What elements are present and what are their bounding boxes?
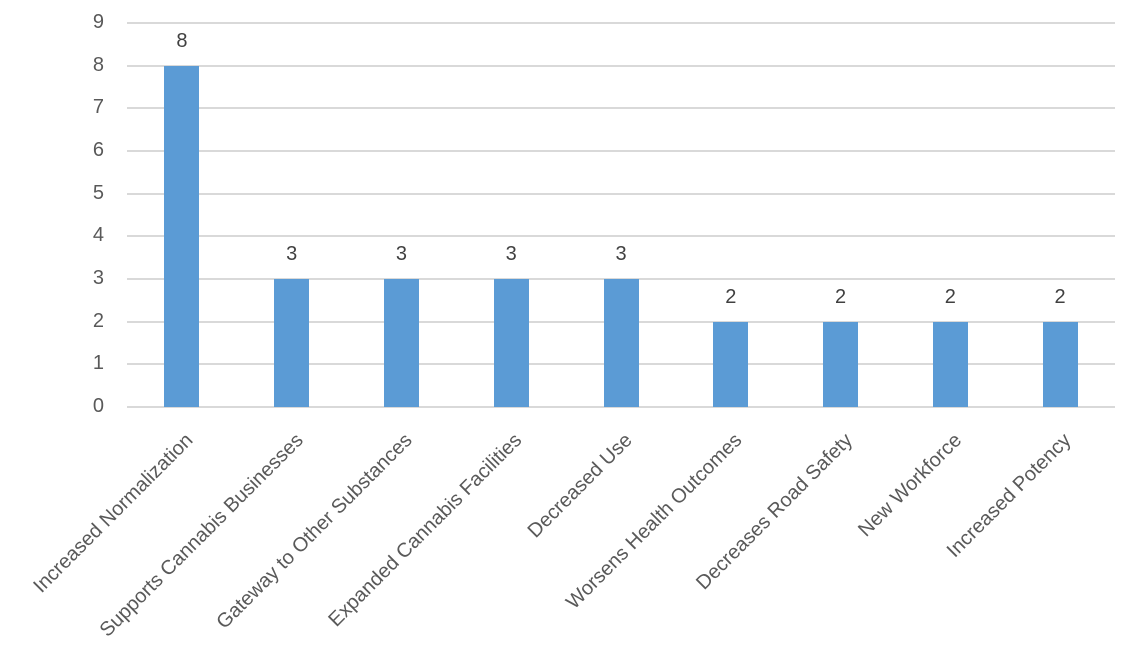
gridline bbox=[127, 193, 1115, 195]
gridline bbox=[127, 107, 1115, 109]
x-axis-category-label: Increased Potency bbox=[942, 429, 1076, 562]
y-axis-tick-label: 4 bbox=[92, 224, 104, 246]
bar bbox=[164, 65, 200, 407]
gridline bbox=[127, 22, 1115, 24]
data-label: 3 bbox=[505, 243, 517, 265]
bar bbox=[713, 321, 749, 407]
bar bbox=[603, 279, 639, 407]
y-axis-tick-label: 3 bbox=[92, 267, 104, 289]
data-label: 3 bbox=[615, 243, 627, 265]
x-axis-category-label: Worsens Health Outcomes bbox=[561, 429, 747, 614]
gridline bbox=[127, 406, 1115, 408]
data-label: 2 bbox=[1054, 285, 1066, 308]
data-label: 8 bbox=[176, 29, 188, 52]
data-label: 3 bbox=[286, 243, 298, 265]
gridline bbox=[127, 235, 1115, 237]
gridline bbox=[127, 65, 1115, 67]
data-label: 3 bbox=[395, 243, 407, 265]
x-axis-category-label: Gateway to Other Substances bbox=[212, 429, 418, 634]
data-label: 2 bbox=[834, 285, 847, 308]
y-axis-tick-label: 1 bbox=[92, 352, 104, 374]
data-label: 2 bbox=[944, 285, 956, 308]
y-axis-tick-label: 5 bbox=[92, 182, 104, 204]
bar bbox=[932, 321, 968, 407]
x-axis-category-label: New Workforce bbox=[854, 429, 967, 542]
x-axis-category-label: Decreased Use bbox=[523, 429, 637, 543]
bar bbox=[823, 321, 859, 407]
y-axis-tick-label: 8 bbox=[92, 54, 104, 76]
x-axis-category-label: Expanded Cannabis Facilities bbox=[324, 429, 527, 632]
y-axis-tick-label: 7 bbox=[92, 96, 104, 118]
bar bbox=[383, 279, 419, 407]
y-axis-tick-label: 6 bbox=[92, 139, 104, 161]
data-label: 2 bbox=[725, 285, 737, 308]
y-axis-tick-label: 9 bbox=[92, 11, 104, 33]
x-axis-category-label: Supports Cannabis Businesses bbox=[95, 429, 308, 642]
bar bbox=[274, 279, 310, 407]
gridline bbox=[127, 150, 1115, 152]
bar bbox=[493, 279, 529, 407]
y-axis-tick-label: 2 bbox=[92, 310, 104, 332]
bar bbox=[1042, 321, 1078, 407]
y-axis-tick-label: 0 bbox=[92, 395, 104, 417]
